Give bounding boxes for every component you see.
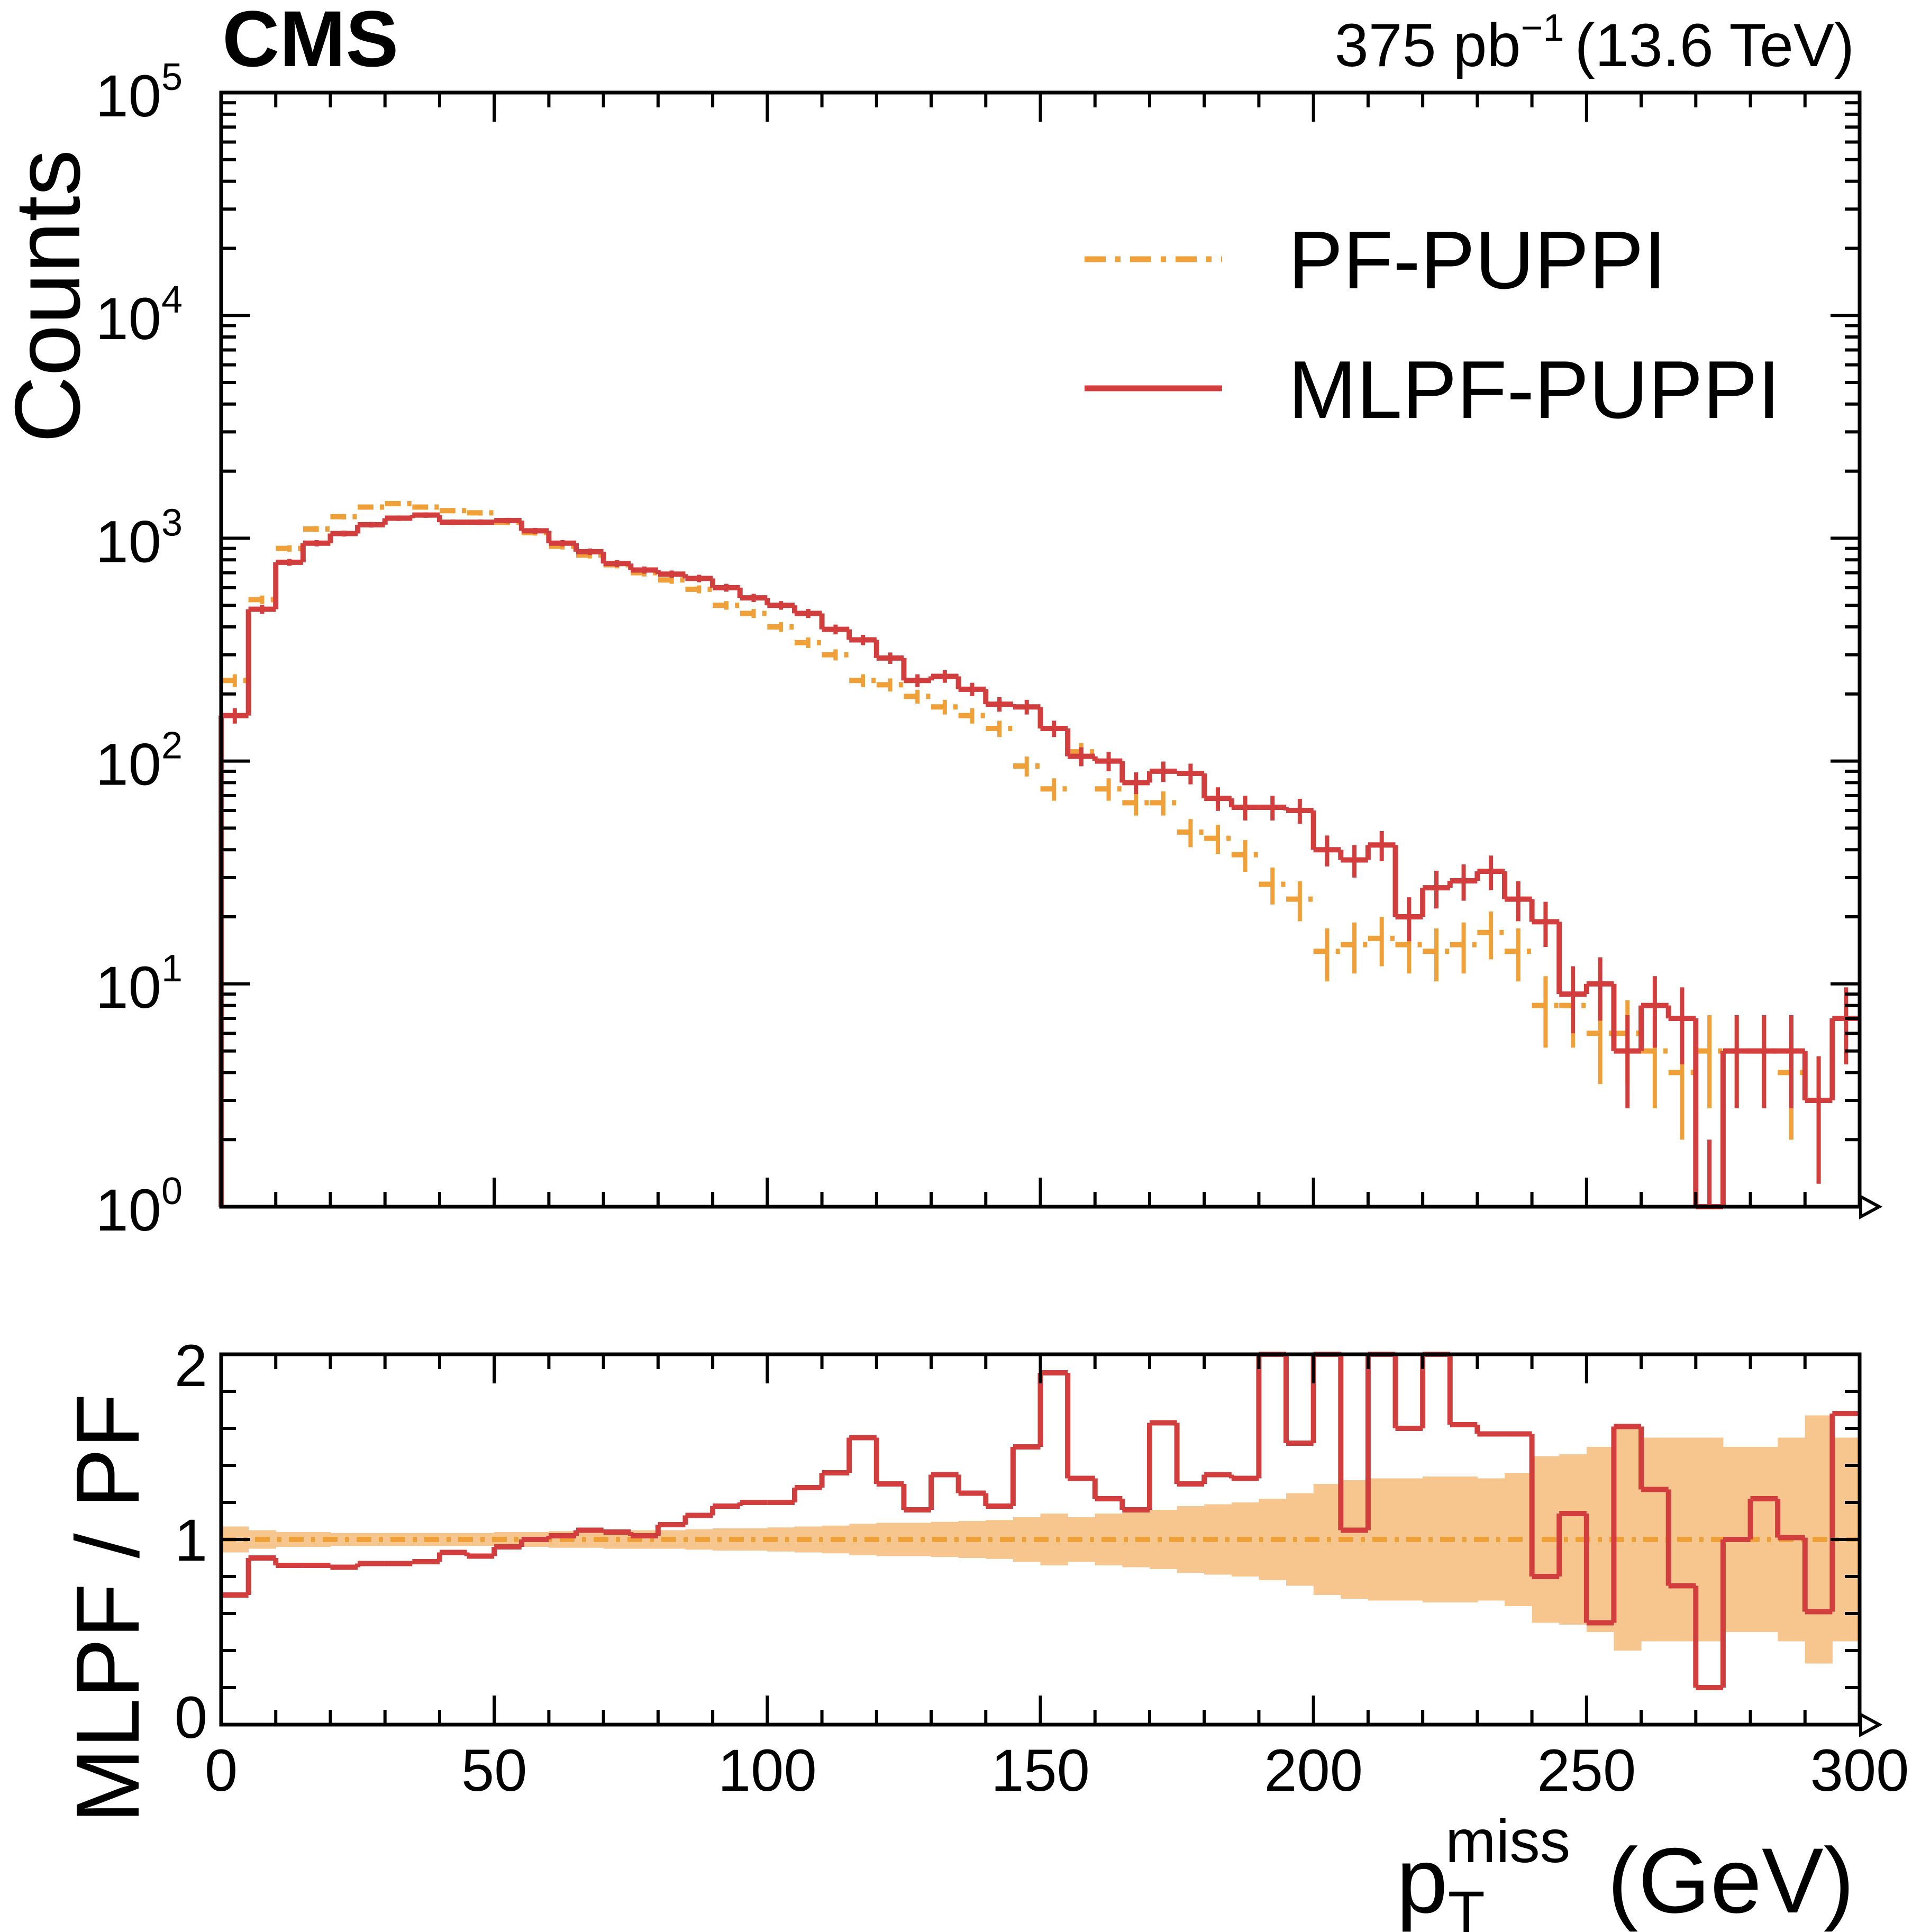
- legend-pf-label: PF-PUPPI: [1288, 214, 1667, 306]
- ytick-exponent: 5: [161, 56, 183, 98]
- main-ytick-label: 105: [95, 56, 183, 129]
- xtick-label: 200: [1264, 1737, 1363, 1803]
- main-x-axis-arrow: [1859, 1193, 1883, 1220]
- ytick-exponent: 4: [161, 279, 183, 321]
- ytick-base: 10: [95, 286, 161, 352]
- lumi-exponent: −1: [1521, 7, 1564, 49]
- xtick-label: 50: [461, 1737, 527, 1803]
- energy-label: (13.6 TeV): [1575, 12, 1854, 79]
- main-y-axis-label: Counts: [0, 150, 99, 443]
- xtick-label: 300: [1810, 1737, 1909, 1803]
- xtick-label: 250: [1537, 1737, 1636, 1803]
- xtick-label: 0: [205, 1737, 238, 1803]
- ytick-exponent: 3: [161, 502, 183, 544]
- ytick-base: 10: [95, 732, 161, 798]
- x-tick-labels: 0 50 100 150 200 250 300: [205, 1737, 1909, 1803]
- ratio-ticks: [220, 1353, 1861, 1726]
- main-ytick-label: 104: [95, 279, 183, 352]
- x-axis-label-sup: miss: [1445, 1808, 1570, 1875]
- ytick-base: 10: [95, 954, 161, 1020]
- x-axis-label: pTmiss (GeV): [1396, 1808, 1854, 1932]
- ytick-base: 10: [95, 63, 161, 129]
- x-axis-label-unit: (GeV): [1607, 1829, 1854, 1932]
- ratio-ytick-label: 2: [175, 1333, 207, 1399]
- ratio-x-axis-arrow: [1859, 1711, 1883, 1738]
- main-data-layer: [218, 500, 1860, 1209]
- main-ytick-label: 100: [95, 1170, 183, 1243]
- x-axis-label-sub: T: [1448, 1879, 1485, 1932]
- ytick-exponent: 2: [161, 725, 183, 767]
- ratio-ytick-label: 0: [175, 1684, 207, 1751]
- series-pf-puppi: [221, 500, 1860, 1184]
- main-ytick-label: 101: [95, 947, 183, 1020]
- legend-mlpf-label: MLPF-PUPPI: [1288, 344, 1780, 435]
- experiment-label: CMS: [222, 0, 398, 83]
- lumi-label: 375 pb−1 (13.6 TeV): [1335, 7, 1854, 79]
- ytick-base: 10: [95, 508, 161, 575]
- ytick-exponent: 1: [161, 947, 183, 990]
- ratio-y-tick-labels: 0 1 2: [175, 1333, 207, 1751]
- main-ytick-label: 102: [95, 725, 183, 798]
- ytick-exponent: 0: [161, 1170, 183, 1213]
- xtick-label: 100: [718, 1737, 817, 1803]
- main-ticks: [220, 93, 1861, 1208]
- ratio-data-layer: [221, 1352, 1860, 1690]
- xtick-label: 150: [991, 1737, 1090, 1803]
- ytick-base: 10: [95, 1177, 161, 1243]
- uncertainty-band: [221, 1415, 1860, 1664]
- series-mlpf-puppi: [218, 512, 1860, 1209]
- x-axis-label-main: p: [1396, 1829, 1447, 1932]
- main-ytick-label: 103: [95, 502, 183, 575]
- ratio-panel: 0 1 2 0 50 100 150 200 250 300 MLPF / PF pTmiss (…: [58, 1333, 1909, 1932]
- ratio-ytick-label: 1: [175, 1507, 207, 1573]
- lumi-value: 375 pb: [1335, 12, 1521, 79]
- legend: PF-PUPPI MLPF-PUPPI: [1085, 214, 1780, 435]
- ratio-y-axis-label: MLPF / PF: [58, 1393, 158, 1823]
